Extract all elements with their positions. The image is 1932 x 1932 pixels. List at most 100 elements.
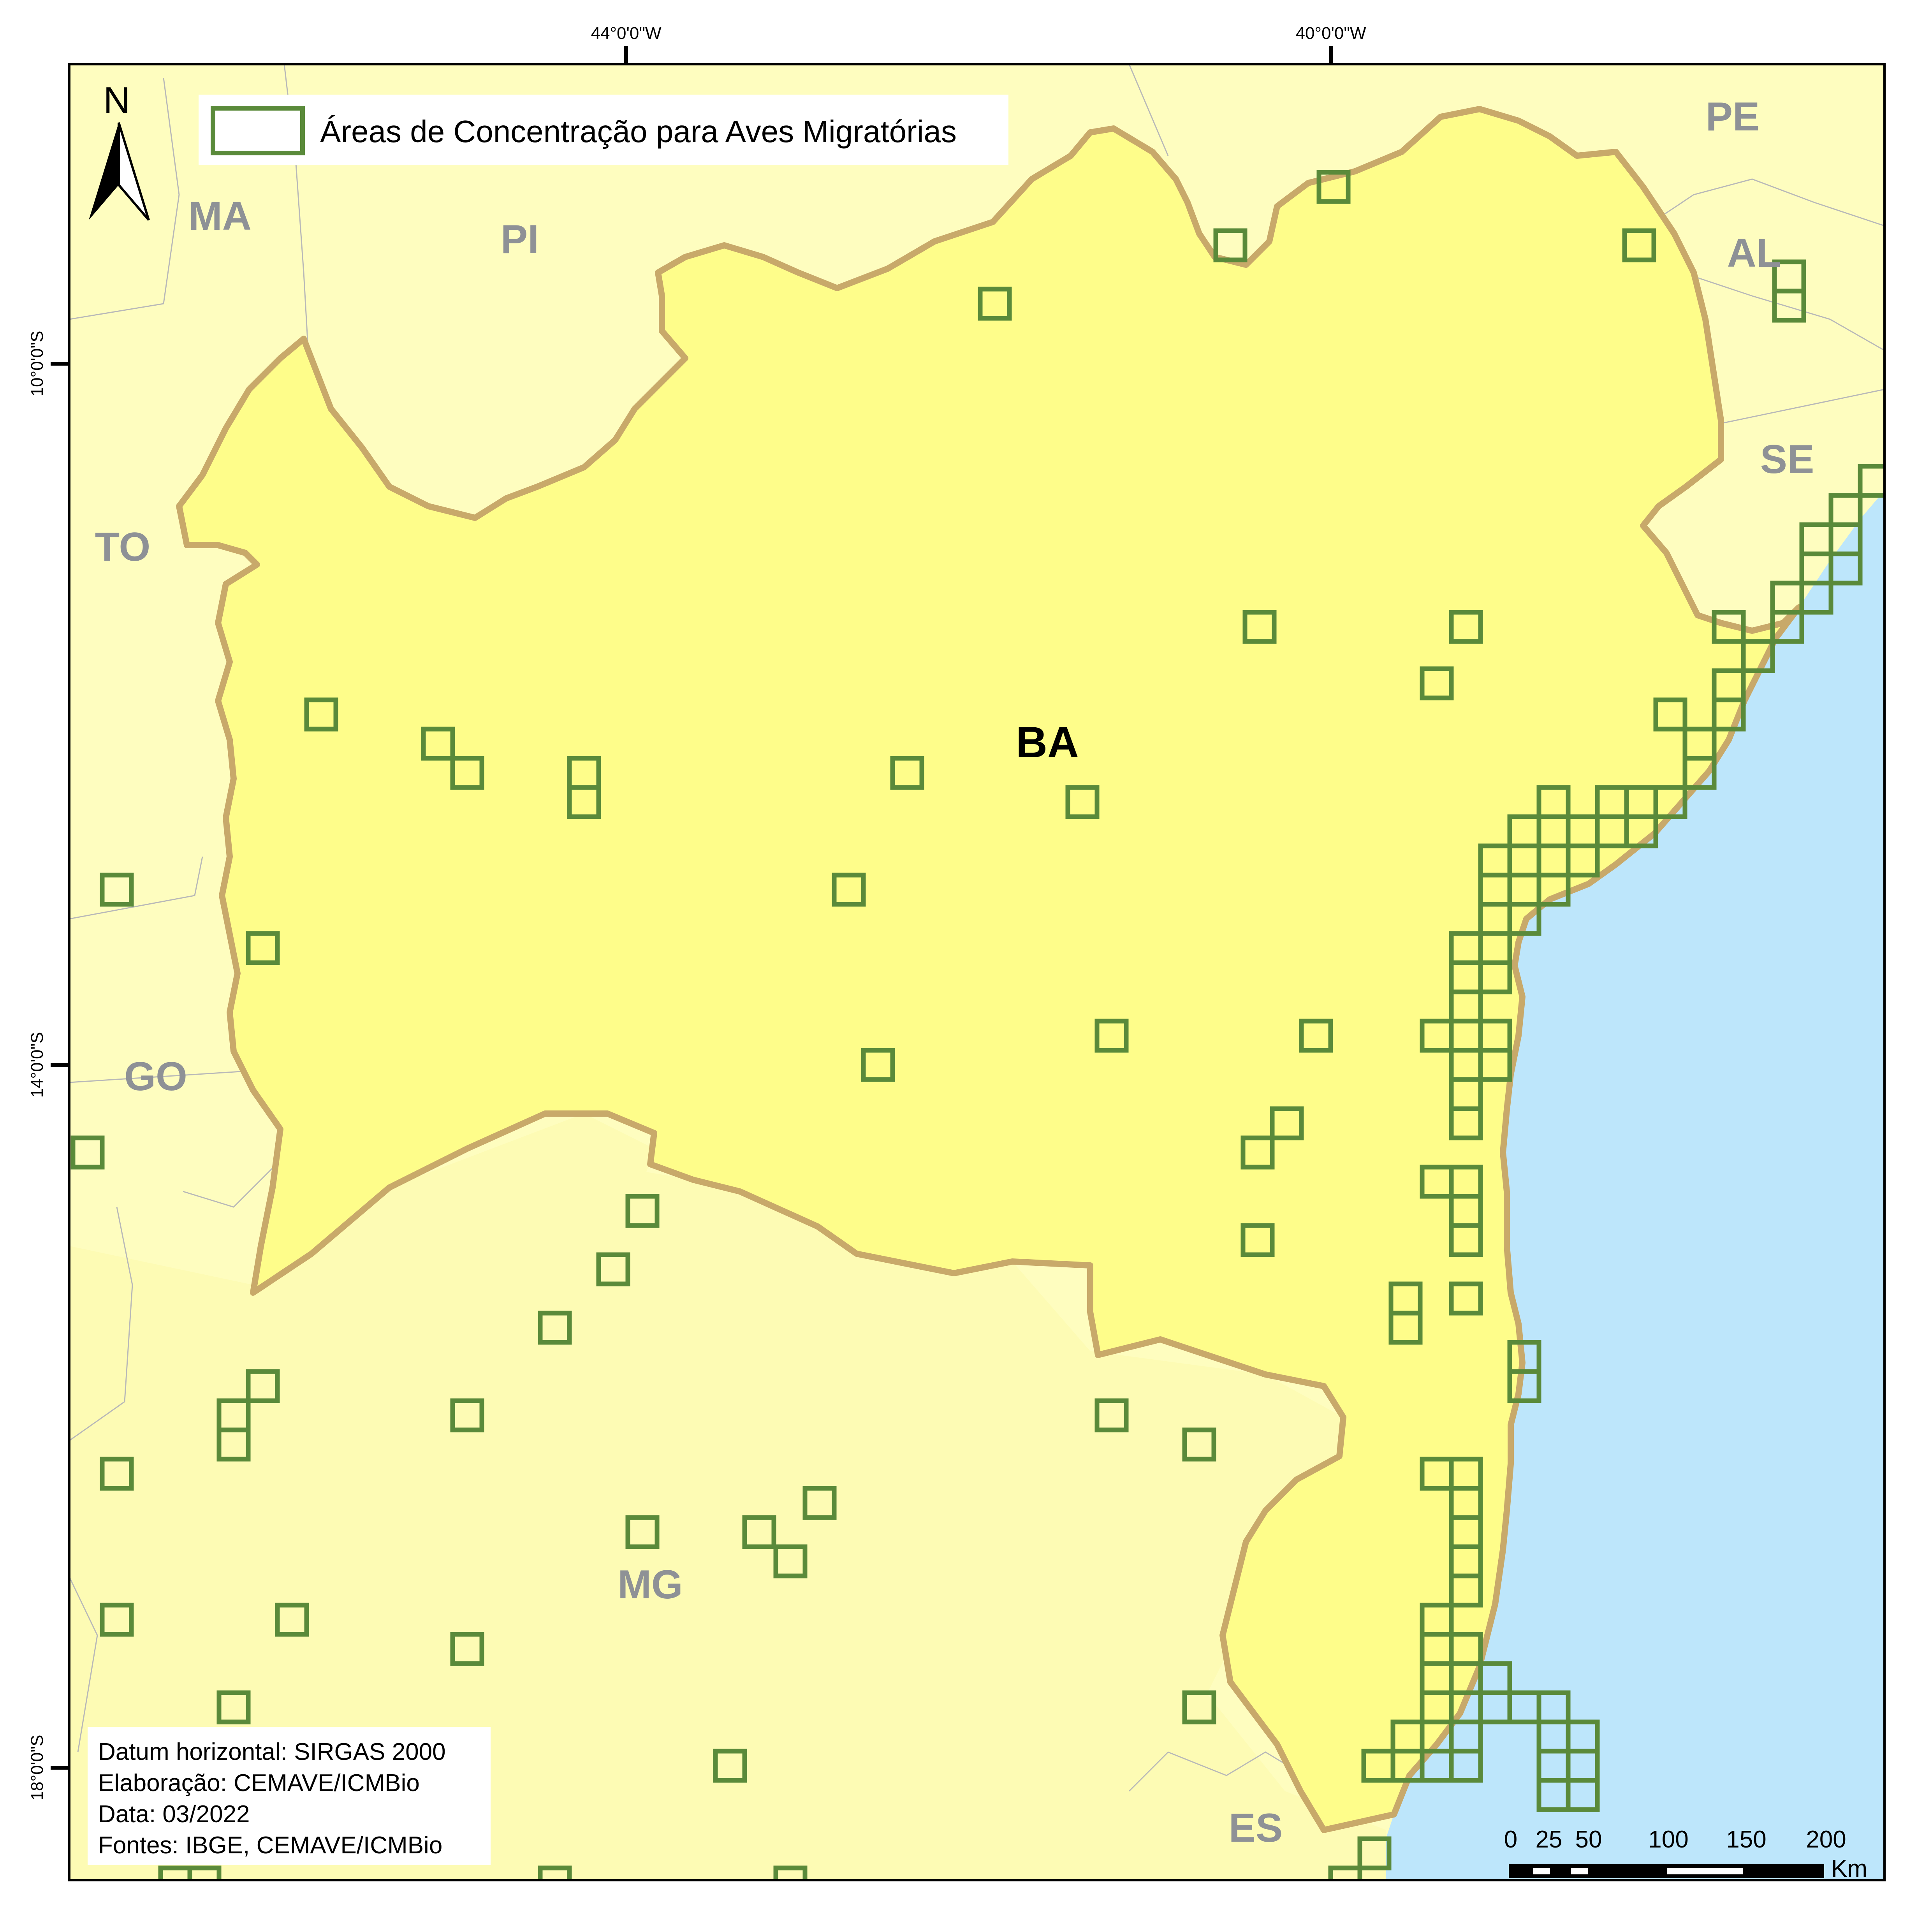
concentration-cell — [1240, 1223, 1275, 1257]
lat-label-18: 18°0'0"S — [28, 1735, 47, 1801]
state-label-go: GO — [124, 1054, 187, 1099]
concentration-cell — [1357, 1836, 1392, 1870]
state-labels: BA MA PI PE AL SE TO GO MG ES — [95, 94, 1814, 1851]
concentration-cell — [100, 873, 134, 907]
concentration-cell — [1478, 960, 1512, 994]
concentration-cell — [625, 1194, 660, 1228]
concentration-cell — [625, 1515, 660, 1549]
concentration-cell — [1772, 289, 1806, 323]
concentration-cell — [1712, 697, 1746, 732]
scale-tick-0: 0 — [1504, 1826, 1517, 1853]
state-label-ba: BA — [1016, 718, 1079, 767]
concentration-cell — [450, 1632, 484, 1666]
concentration-cell — [1858, 464, 1884, 498]
state-label-to: TO — [95, 524, 151, 570]
concentration-cell — [1536, 873, 1571, 907]
concentration-cell — [1799, 581, 1833, 615]
concentration-cell — [1712, 610, 1746, 644]
concentration-cell — [1449, 1281, 1483, 1316]
concentration-cell — [890, 756, 924, 790]
concentration-cell — [861, 1048, 895, 1082]
concentration-cell — [246, 1369, 280, 1403]
scale-unit: Km — [1831, 1855, 1867, 1882]
concentration-cell — [275, 1603, 309, 1637]
concentration-cell — [713, 1749, 747, 1783]
concentration-cell — [1653, 697, 1687, 732]
concentration-cell — [216, 1427, 251, 1462]
concentration-cell — [450, 1398, 484, 1432]
graticule: 44°0'0"W 40°0'0"W 10°0'0"S 14°0'0"S 18°0… — [28, 24, 1366, 1800]
scale-tick-50: 50 — [1575, 1826, 1602, 1853]
concentration-cell — [538, 1311, 572, 1345]
concentration-cell — [1213, 228, 1248, 262]
concentration-cell — [1420, 666, 1454, 700]
state-label-se: SE — [1760, 437, 1814, 482]
legend-swatch — [211, 106, 305, 155]
concentration-cell — [450, 756, 484, 790]
concentration-cell — [1094, 1398, 1129, 1432]
concentration-cell — [1507, 1369, 1541, 1403]
info-elaboration: Elaboração: CEMAVE/ICMBio — [98, 1770, 420, 1797]
concentration-cell — [421, 727, 455, 761]
concentration-areas — [70, 170, 1884, 1880]
lat-label-10: 10°0'0"S — [28, 331, 47, 397]
state-label-mg: MG — [618, 1562, 683, 1607]
concentration-cell — [1449, 1223, 1483, 1257]
scale-tick-200: 200 — [1806, 1826, 1846, 1853]
concentration-cell — [1240, 1135, 1275, 1170]
concentration-cell — [1094, 1019, 1129, 1053]
concentration-cell — [1388, 1311, 1423, 1345]
concentration-cell — [1316, 170, 1351, 204]
concentration-cell — [100, 1457, 134, 1491]
concentration-cell — [187, 1865, 222, 1880]
scale-tick-150: 150 — [1726, 1826, 1766, 1853]
concentration-cell — [1270, 1106, 1304, 1140]
map-frame — [68, 63, 1886, 1881]
concentration-cell — [1242, 610, 1277, 644]
scale-tick-25: 25 — [1536, 1826, 1562, 1853]
concentration-cell — [773, 1544, 808, 1578]
lon-label-40: 40°0'0"W — [1295, 24, 1366, 43]
concentration-cell — [802, 1486, 837, 1520]
state-label-es: ES — [1229, 1805, 1283, 1851]
concentration-cell — [1182, 1427, 1216, 1462]
concentration-cell — [1449, 610, 1483, 644]
concentration-cell — [1299, 1019, 1333, 1053]
concentration-cell — [1449, 1573, 1483, 1608]
legend-label: Áreas de Concentração para Aves Migratór… — [320, 114, 957, 149]
concentration-cell — [1420, 1019, 1454, 1053]
scale-tick-100: 100 — [1648, 1826, 1688, 1853]
state-label-al: AL — [1727, 231, 1781, 276]
legend: Áreas de Concentração para Aves Migratór… — [199, 95, 1008, 165]
info-datum: Datum horizontal: SIRGAS 2000 — [98, 1738, 446, 1765]
ocean — [1386, 491, 1884, 1880]
concentration-cell — [1682, 756, 1717, 790]
state-label-pi: PI — [501, 217, 539, 262]
info-box: Datum horizontal: SIRGAS 2000 Elaboração… — [88, 1727, 491, 1865]
concentration-cell — [1361, 1749, 1395, 1783]
concentration-cell — [1328, 1865, 1362, 1880]
concentration-cell — [773, 1865, 808, 1880]
concentration-cell — [538, 1865, 572, 1880]
lat-label-14: 14°0'0"S — [28, 1032, 47, 1098]
concentration-cell — [1770, 610, 1804, 644]
concentration-cell — [304, 697, 338, 732]
state-label-ma: MA — [188, 194, 252, 239]
scale-bar: 0 25 50 100 150 200 Km — [1504, 1826, 1867, 1882]
concentration-cell — [1065, 785, 1100, 819]
concentration-cell — [742, 1515, 776, 1549]
concentration-cell — [978, 287, 1012, 321]
concentration-cell — [1478, 1048, 1512, 1082]
state-label-pe: PE — [1706, 94, 1760, 139]
concentration-cell — [1182, 1690, 1216, 1724]
concentration-cell — [1828, 551, 1863, 586]
concentration-cell — [100, 1603, 134, 1637]
concentration-cell — [567, 785, 601, 819]
concentration-cell — [832, 873, 866, 907]
info-date: Data: 03/2022 — [98, 1801, 250, 1828]
bahia-state — [176, 106, 1802, 1833]
concentration-cell — [216, 1690, 251, 1724]
concentration-cell — [1622, 228, 1656, 262]
mg-region — [69, 1114, 1386, 1880]
